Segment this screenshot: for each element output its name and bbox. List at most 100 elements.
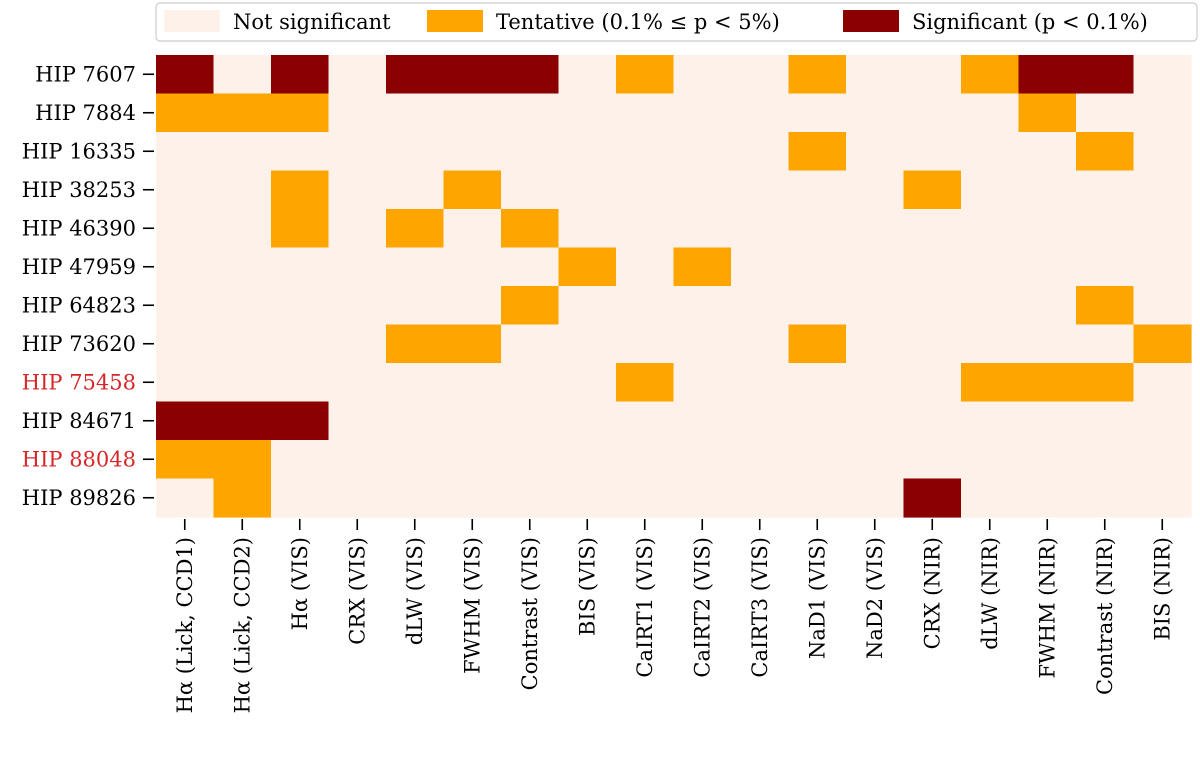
heatmap-cell xyxy=(501,247,560,287)
heatmap-cell xyxy=(1076,247,1135,287)
heatmap-cell xyxy=(788,286,847,326)
legend-swatch-significant xyxy=(843,10,899,32)
heatmap-cell xyxy=(501,478,560,518)
heatmap-cell xyxy=(558,286,617,326)
heatmap-cell xyxy=(443,363,502,403)
heatmap-cell xyxy=(788,440,847,480)
heatmap-cell xyxy=(616,478,675,518)
heatmap-cell xyxy=(1076,286,1135,326)
heatmap-cell xyxy=(1133,401,1192,441)
heatmap-cell xyxy=(846,401,905,441)
heatmap-cell xyxy=(731,478,790,518)
heatmap-cell xyxy=(903,401,962,441)
heatmap-cell xyxy=(386,247,445,287)
heatmap-cell xyxy=(731,247,790,287)
heatmap-cell xyxy=(443,132,502,172)
heatmap-cell xyxy=(788,132,847,172)
y-tick-label: HIP 47959 xyxy=(22,255,136,279)
heatmap-cell xyxy=(961,286,1020,326)
heatmap-cell xyxy=(156,286,215,326)
heatmap-cell xyxy=(386,55,445,95)
heatmap-cell xyxy=(558,401,617,441)
heatmap-cell xyxy=(788,401,847,441)
heatmap-cell xyxy=(271,247,330,287)
heatmap-cell xyxy=(213,132,272,172)
heatmap-cell xyxy=(731,209,790,249)
legend: Not significant Tentative (0.1% ≤ p < 5%… xyxy=(155,2,1198,42)
heatmap-cell xyxy=(961,247,1020,287)
heatmap-cell xyxy=(1133,363,1192,403)
heatmap-cell xyxy=(328,324,387,364)
heatmap-cell xyxy=(903,247,962,287)
heatmap-cell xyxy=(386,209,445,249)
heatmap-cell xyxy=(961,363,1020,403)
heatmap-cell xyxy=(788,209,847,249)
heatmap-cell xyxy=(328,132,387,172)
x-axis: Hα (Lick, CCD1) Hα (Lick, CCD2) Hα (VIS) CR… xyxy=(173,519,1174,713)
y-tick-label: HIP 16335 xyxy=(22,139,136,163)
heatmap-cell xyxy=(846,363,905,403)
x-tick-label: BIS (VIS) xyxy=(575,537,599,636)
heatmap-cell xyxy=(501,93,560,133)
heatmap-cell xyxy=(1076,440,1135,480)
x-tick-label: CaIRT2 (VIS) xyxy=(690,537,714,678)
heatmap-cell xyxy=(788,247,847,287)
heatmap-cell xyxy=(271,209,330,249)
heatmap-cell xyxy=(673,286,732,326)
heatmap-cell xyxy=(271,363,330,403)
x-tick-label: Hα (Lick, CCD2) xyxy=(230,537,254,713)
heatmap-cell xyxy=(1076,93,1135,133)
heatmap-cell xyxy=(328,401,387,441)
heatmap-cell xyxy=(616,324,675,364)
heatmap-cell xyxy=(846,440,905,480)
x-tick-label: Contrast (VIS) xyxy=(518,537,542,690)
heatmap-cell xyxy=(443,401,502,441)
heatmap-cell xyxy=(443,170,502,210)
heatmap-cell xyxy=(443,209,502,249)
heatmap-cell xyxy=(846,93,905,133)
heatmap-cell xyxy=(846,324,905,364)
heatmap-cell xyxy=(616,132,675,172)
heatmap-cell xyxy=(386,440,445,480)
heatmap-cell xyxy=(673,363,732,403)
heatmap-cell xyxy=(156,93,215,133)
heatmap-cell xyxy=(156,401,215,441)
x-tick-label: dLW (VIS) xyxy=(403,537,427,645)
heatmap-cell xyxy=(386,401,445,441)
heatmap-cell xyxy=(731,440,790,480)
heatmap-cell xyxy=(788,478,847,518)
heatmap-cell xyxy=(386,286,445,326)
heatmap-cell xyxy=(616,55,675,95)
y-tick-label: HIP 73620 xyxy=(22,332,136,356)
heatmap-cell xyxy=(1076,209,1135,249)
heatmap-cell xyxy=(846,478,905,518)
heatmap-cell xyxy=(156,132,215,172)
heatmap-cell xyxy=(1018,55,1077,95)
heatmap-cell xyxy=(846,247,905,287)
heatmap-cell xyxy=(846,132,905,172)
heatmap-cell xyxy=(443,93,502,133)
heatmap-cell xyxy=(788,363,847,403)
heatmap-cell xyxy=(903,93,962,133)
heatmap-cell xyxy=(443,55,502,95)
heatmap-cell xyxy=(501,324,560,364)
heatmap-cell xyxy=(616,93,675,133)
heatmap-cell xyxy=(1076,55,1135,95)
heatmap-cell xyxy=(961,55,1020,95)
x-tick-label: Hα (VIS) xyxy=(288,537,312,630)
heatmap-cell xyxy=(328,55,387,95)
heatmap-cell xyxy=(271,324,330,364)
heatmap-cell xyxy=(156,209,215,249)
heatmap-cell xyxy=(903,55,962,95)
heatmap-cell xyxy=(1133,93,1192,133)
heatmap-cell xyxy=(328,170,387,210)
heatmap-cell xyxy=(443,440,502,480)
legend-swatch-not-significant xyxy=(164,10,220,32)
heatmap-cell xyxy=(213,55,272,95)
heatmap-cell xyxy=(443,478,502,518)
heatmap-cell xyxy=(673,247,732,287)
heatmap-cell xyxy=(213,170,272,210)
heatmap-cell xyxy=(1133,209,1192,249)
heatmap-cell xyxy=(558,209,617,249)
x-tick-label: FWHM (NIR) xyxy=(1035,537,1059,679)
